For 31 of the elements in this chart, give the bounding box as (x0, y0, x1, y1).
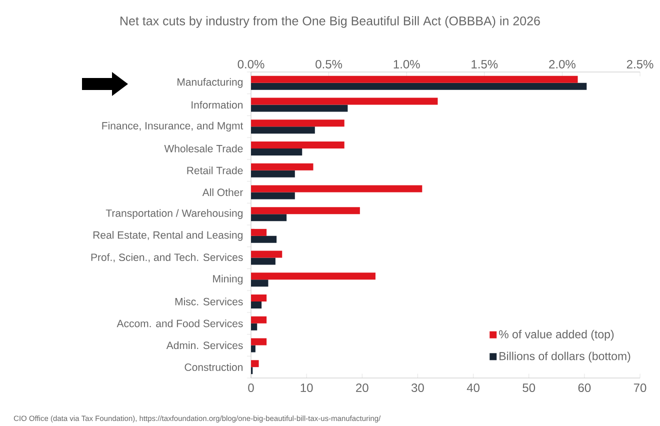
x2-tick-label: 1.0% (394, 60, 420, 69)
x2-tick-label: 2.0% (549, 60, 576, 69)
y-tick-label: Mining (213, 274, 243, 285)
x-tick-label: 70 (634, 384, 646, 392)
legend-label: Billions of dollars (bottom) (500, 352, 630, 363)
y-tick-label: Admin. Services (166, 341, 243, 350)
x-tick-label: 30 (412, 384, 424, 392)
y-tick-label: Transportation / Warehousing (106, 209, 243, 220)
y-tick-label: Wholesale Trade (164, 144, 243, 152)
x-tick-label: 0 (248, 384, 254, 392)
y-tick-label: All Other (202, 188, 244, 196)
y-tick-label: Real Estate, Rental and Leasing (93, 231, 242, 241)
y-tick-label: Prof., Scien., and Tech. Services (91, 253, 243, 262)
y-tick-label: Manufacturing (178, 78, 243, 88)
chart-title: Net tax cuts by industry from the One Big Beautiful Bill Act (OBBBA) in 2026 (120, 16, 540, 28)
x-tick-label: 40 (466, 384, 480, 392)
y-tick-label: Construction (184, 363, 243, 372)
x2-tick-label: 1.5% (472, 60, 498, 69)
y-tick-label: Accom. and Food Services (116, 320, 243, 328)
x-tick-label: 50 (522, 384, 536, 392)
x-tick-label: 10 (300, 384, 313, 392)
x-tick-label: 60 (578, 384, 591, 392)
x-tick-label: 20 (356, 384, 368, 392)
x2-tick-label: 0.5% (316, 60, 342, 69)
x2-tick-label: 0.0% (238, 60, 264, 69)
y-tick-label: Misc. Services (175, 298, 243, 306)
x2-tick-label: 2.5% (626, 60, 654, 69)
y-tick-label: Information (192, 101, 243, 109)
y-tick-label: Retail Trade (187, 166, 243, 174)
y-tick-label: Finance, Insurance, and Mgmt (102, 122, 244, 132)
legend-label: % of value added (top) (499, 330, 614, 341)
